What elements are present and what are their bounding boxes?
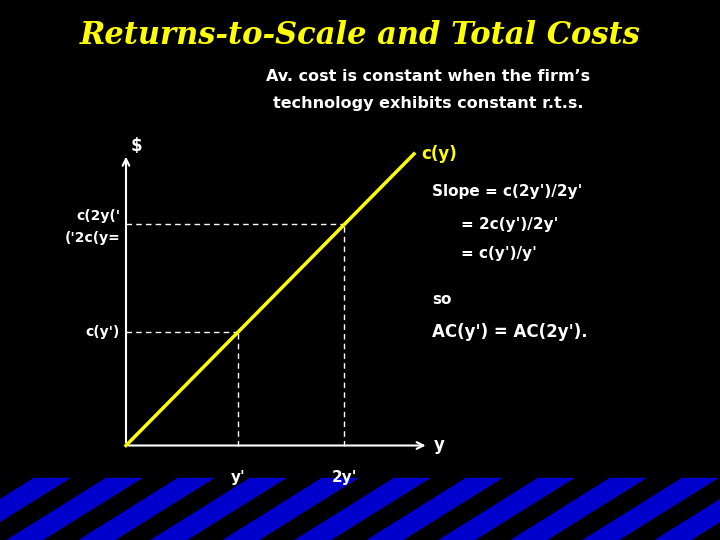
Text: so: so	[432, 292, 451, 307]
Polygon shape	[621, 478, 720, 540]
Text: = 2c(y')/2y': = 2c(y')/2y'	[461, 217, 558, 232]
Text: c(2y(': c(2y('	[76, 209, 120, 223]
Polygon shape	[0, 478, 32, 540]
Polygon shape	[0, 478, 104, 540]
Text: ('2c(y=: ('2c(y=	[65, 231, 120, 245]
Text: Slope = c(2y')/2y': Slope = c(2y')/2y'	[432, 184, 582, 199]
Text: c(y'): c(y')	[86, 325, 120, 339]
Text: y': y'	[230, 470, 246, 485]
Text: Returns-to-Scale and Total Costs: Returns-to-Scale and Total Costs	[80, 19, 640, 51]
Text: $: $	[131, 137, 143, 155]
Polygon shape	[45, 478, 176, 540]
Polygon shape	[333, 478, 464, 540]
Polygon shape	[477, 478, 608, 540]
Polygon shape	[549, 478, 680, 540]
Text: 2y': 2y'	[332, 470, 357, 485]
Polygon shape	[405, 478, 536, 540]
Text: = c(y')/y': = c(y')/y'	[461, 246, 536, 261]
Polygon shape	[189, 478, 320, 540]
Text: Av. cost is constant when the firm’s: Av. cost is constant when the firm’s	[266, 69, 590, 84]
Polygon shape	[117, 478, 248, 540]
Text: y: y	[433, 436, 445, 455]
Text: c(y): c(y)	[421, 145, 457, 163]
Text: AC(y') = AC(2y').: AC(y') = AC(2y').	[432, 323, 588, 341]
Text: technology exhibits constant r.t.s.: technology exhibits constant r.t.s.	[273, 96, 584, 111]
Polygon shape	[693, 478, 720, 540]
Polygon shape	[261, 478, 392, 540]
